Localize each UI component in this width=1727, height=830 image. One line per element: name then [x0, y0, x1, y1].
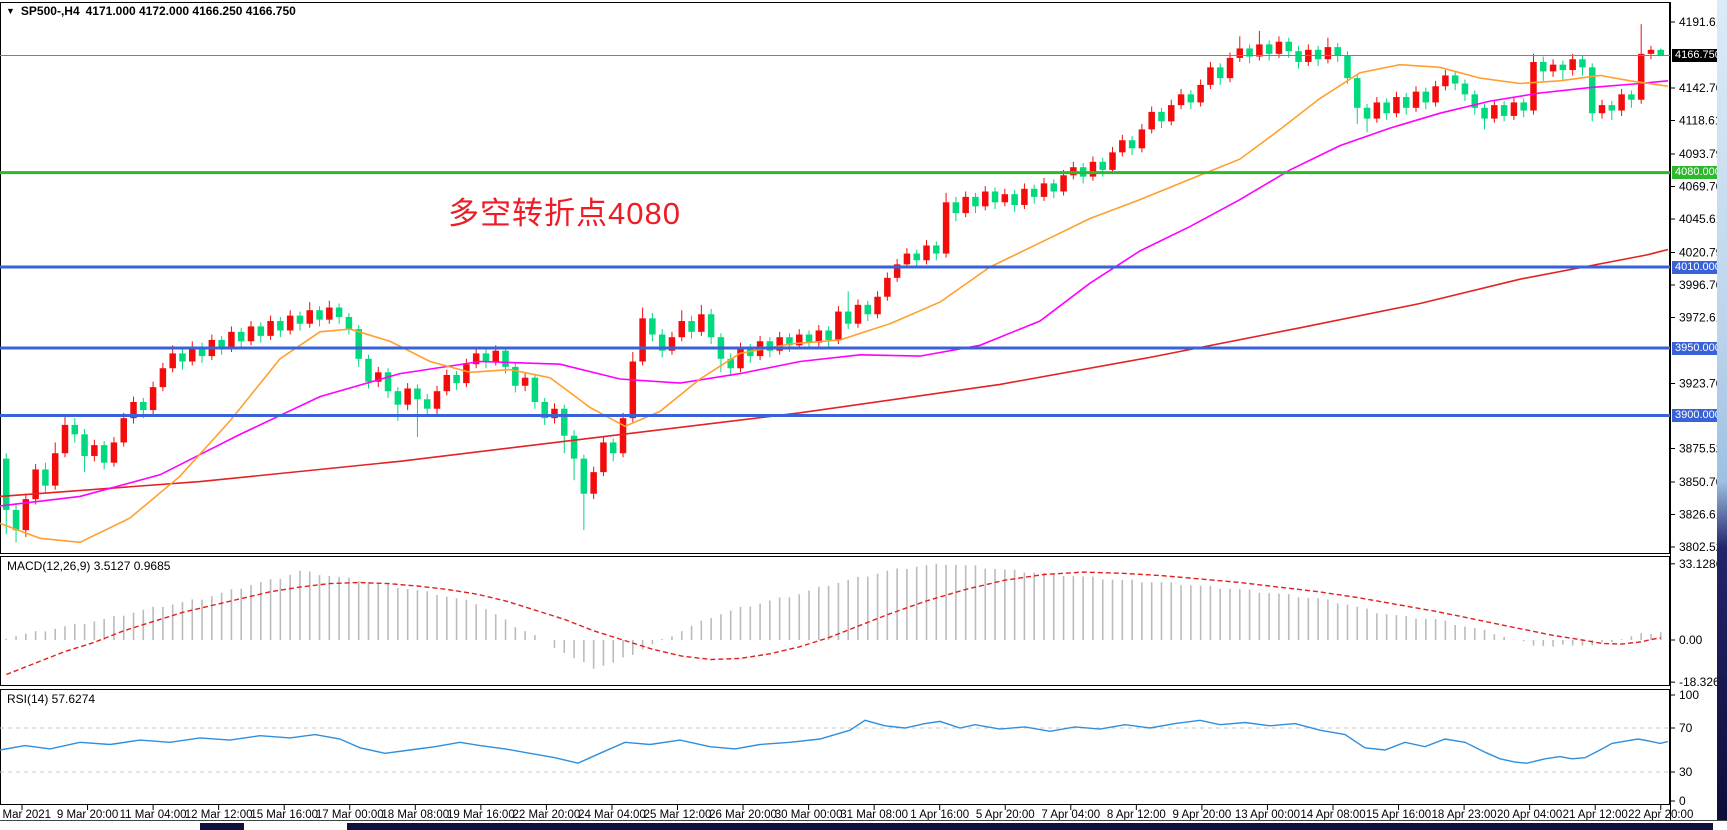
svg-text:3850.700: 3850.700 [1679, 475, 1727, 489]
price-level-label-3900: 3900.000 [1672, 408, 1721, 422]
svg-text:26 Mar 20:00: 26 Mar 20:00 [709, 809, 777, 821]
svg-text:100: 100 [1679, 688, 1699, 702]
svg-text:3826.610: 3826.610 [1679, 507, 1727, 521]
svg-text:9 Apr 20:00: 9 Apr 20:00 [1172, 809, 1231, 821]
svg-text:20 Apr 04:00: 20 Apr 04:00 [1497, 809, 1562, 821]
svg-text:19 Mar 16:00: 19 Mar 16:00 [447, 809, 515, 821]
svg-text:13 Apr 00:00: 13 Apr 00:00 [1235, 809, 1300, 821]
svg-text:24 Mar 04:00: 24 Mar 04:00 [578, 809, 646, 821]
svg-text:12 Mar 12:00: 12 Mar 12:00 [185, 809, 253, 821]
svg-text:3875.520: 3875.520 [1679, 442, 1727, 456]
svg-text:4191.610: 4191.610 [1679, 15, 1727, 29]
rsi-indicator-label: RSI(14) 57.6274 [7, 692, 96, 706]
svg-text:70: 70 [1679, 721, 1693, 735]
svg-text:4020.790: 4020.790 [1679, 245, 1727, 259]
svg-text:9 Mar 20:00: 9 Mar 20:00 [57, 809, 118, 821]
symbol-name: SP500-,H4 [20, 4, 80, 18]
svg-text:4069.700: 4069.700 [1679, 179, 1727, 193]
svg-text:3802.520: 3802.520 [1679, 540, 1727, 554]
price-level-label-3950: 3950.000 [1672, 341, 1721, 355]
svg-text:4142.700: 4142.700 [1679, 81, 1727, 95]
svg-text:4118.610: 4118.610 [1679, 113, 1727, 127]
svg-text:4093.790: 4093.790 [1679, 147, 1727, 161]
symbol-header[interactable]: ▼ SP500-,H4 4171.000 4172.000 4166.250 4… [6, 4, 296, 18]
svg-text:25 Mar 12:00: 25 Mar 12:00 [644, 809, 712, 821]
svg-text:18 Mar 08:00: 18 Mar 08:00 [381, 809, 449, 821]
svg-text:22 Mar 20:00: 22 Mar 20:00 [513, 809, 581, 821]
svg-text:30: 30 [1679, 765, 1693, 779]
svg-text:5 Apr 20:00: 5 Apr 20:00 [976, 809, 1035, 821]
svg-text:3923.700: 3923.700 [1679, 376, 1727, 390]
window-right-edge [1717, 0, 1727, 830]
chart-text-annotation: 多空转折点4080 [448, 196, 681, 231]
svg-text:8 Apr 12:00: 8 Apr 12:00 [1107, 809, 1166, 821]
symbol-dropdown-icon[interactable]: ▼ [6, 6, 15, 16]
svg-text:11 Mar 04:00: 11 Mar 04:00 [120, 809, 187, 821]
svg-text:30 Mar 00:00: 30 Mar 00:00 [775, 809, 843, 821]
svg-text:4045.610: 4045.610 [1679, 212, 1727, 226]
svg-text:17 Mar 00:00: 17 Mar 00:00 [316, 809, 384, 821]
svg-text:-18.3267: -18.3267 [1679, 675, 1727, 689]
svg-text:8 Mar 2021: 8 Mar 2021 [0, 809, 51, 821]
svg-text:33.1286: 33.1286 [1679, 557, 1723, 571]
price-level-label-4080: 4080.000 [1672, 166, 1721, 180]
svg-text:31 Mar 08:00: 31 Mar 08:00 [840, 809, 908, 821]
svg-text:18 Apr 23:00: 18 Apr 23:00 [1431, 809, 1496, 821]
price-level-label-4010: 4010.000 [1672, 260, 1721, 274]
svg-text:7 Apr 04:00: 7 Apr 04:00 [1041, 809, 1100, 821]
svg-text:22 Apr 20:00: 22 Apr 20:00 [1628, 809, 1693, 821]
svg-text:0.00: 0.00 [1679, 633, 1703, 647]
svg-text:15 Mar 16:00: 15 Mar 16:00 [250, 809, 318, 821]
window-bottom-edge [0, 820, 1727, 830]
svg-text:3996.700: 3996.700 [1679, 278, 1727, 292]
svg-text:14 Apr 08:00: 14 Apr 08:00 [1300, 809, 1365, 821]
svg-text:3972.610: 3972.610 [1679, 310, 1727, 324]
svg-text:15 Apr 16:00: 15 Apr 16:00 [1366, 809, 1431, 821]
current-price-tag: 4166.750 [1672, 49, 1721, 63]
svg-text:0: 0 [1679, 794, 1686, 808]
bottom-edge-segment [347, 823, 1713, 830]
svg-text:21 Apr 12:00: 21 Apr 12:00 [1563, 809, 1628, 821]
bottom-edge-segment [200, 823, 244, 830]
macd-indicator-label: MACD(12,26,9) 3.5127 0.9685 [7, 559, 171, 573]
svg-text:1 Apr 16:00: 1 Apr 16:00 [910, 809, 969, 821]
symbol-ohlc-values: 4171.000 4172.000 4166.250 4166.750 [85, 4, 296, 18]
